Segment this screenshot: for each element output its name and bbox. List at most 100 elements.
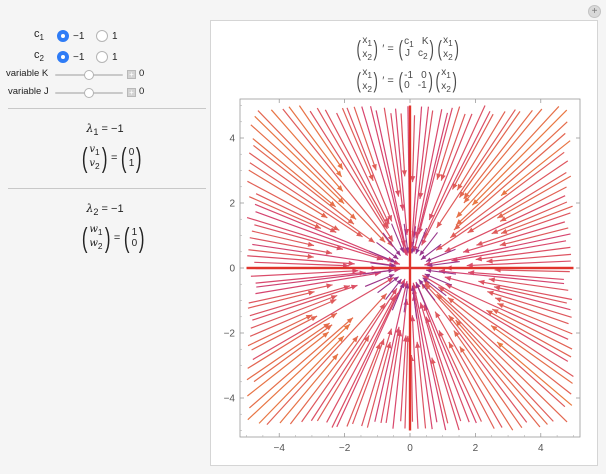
streamline-arrowhead	[347, 218, 354, 225]
streamline	[491, 308, 573, 350]
c1-option-minus1[interactable]: −1	[57, 28, 84, 44]
streamline	[412, 282, 447, 431]
slider-thumb[interactable]	[84, 88, 94, 98]
streamline-arrowhead	[325, 249, 333, 255]
streamline	[362, 269, 394, 275]
plus-icon[interactable]: +	[127, 70, 136, 79]
streamline	[247, 314, 313, 347]
streamline	[411, 315, 419, 429]
c1-control: c1 −1 1	[0, 28, 210, 44]
streamline-arrowhead	[379, 338, 385, 346]
streamline-arrowhead	[325, 324, 333, 331]
streamline	[419, 302, 460, 431]
streamline	[438, 330, 482, 422]
c1-option-1[interactable]: 1	[96, 28, 118, 44]
c2-option-minus1[interactable]: −1	[57, 49, 84, 65]
slider-thumb[interactable]	[84, 70, 94, 80]
streamline	[478, 280, 573, 301]
streamline	[412, 287, 438, 423]
streamline	[251, 315, 318, 351]
streamline-arrowhead	[350, 284, 358, 290]
streamline-arrowhead	[491, 228, 499, 234]
x-tick-label: −2	[339, 443, 351, 454]
y-tick-label: −2	[224, 329, 236, 340]
streamline-arrowhead	[332, 353, 338, 361]
streamline	[467, 171, 567, 234]
streamline-arrowhead	[395, 190, 401, 197]
streamline	[434, 311, 503, 428]
streamline	[309, 110, 394, 242]
x-tick-label: 4	[538, 443, 544, 454]
streamline	[247, 255, 355, 265]
streamline-arrowhead	[314, 223, 321, 229]
streamline-arrowhead	[478, 279, 485, 285]
streamline-arrowhead	[490, 325, 498, 332]
streamline-arrowhead	[387, 328, 393, 336]
eigenvalue-2: λ2 = −1	[86, 202, 124, 218]
streamline	[426, 269, 457, 275]
streamline-arrowhead	[459, 191, 466, 198]
radio-unselected-icon[interactable]	[96, 30, 108, 42]
streamline	[424, 283, 554, 422]
variable-j-slider[interactable]	[55, 88, 123, 98]
streamline-arrowhead	[430, 357, 436, 365]
streamline	[500, 205, 573, 234]
c1-option-minus1-label: −1	[73, 30, 85, 42]
streamline-arrowhead	[388, 268, 394, 274]
streamline	[444, 276, 571, 311]
streamline-arrowhead	[308, 290, 315, 296]
streamline-arrowhead	[379, 236, 386, 243]
streamline-arrowhead	[395, 250, 401, 256]
streamline	[490, 325, 573, 384]
streamline	[255, 271, 366, 284]
streamline-arrowhead	[425, 316, 431, 324]
streamline	[248, 317, 354, 409]
streamline	[361, 328, 393, 427]
streamline	[380, 326, 400, 424]
streamline-arrowhead	[335, 170, 342, 177]
streamline-arrowhead	[468, 270, 475, 276]
c1-option-1-label: 1	[112, 30, 118, 42]
radio-unselected-icon[interactable]	[96, 51, 108, 63]
streamline-arrowhead	[396, 330, 403, 337]
streamline	[400, 113, 406, 177]
streamline-arrowhead	[410, 315, 416, 322]
streamline	[486, 309, 572, 358]
streamline	[463, 108, 543, 204]
streamline-arrowhead	[422, 277, 429, 283]
streamline	[249, 196, 322, 230]
streamline	[316, 335, 370, 422]
streamline	[251, 230, 315, 247]
streamline	[361, 106, 407, 256]
streamline	[252, 138, 337, 208]
c2-option-1-label: 1	[112, 51, 118, 63]
streamline	[253, 144, 355, 225]
streamline	[266, 293, 388, 426]
streamline	[462, 221, 566, 253]
streamline-arrowhead	[329, 227, 337, 233]
streamline-arrowhead	[415, 282, 421, 289]
streamline	[253, 324, 333, 383]
plus-icon[interactable]: +	[127, 88, 136, 97]
streamline	[324, 109, 390, 229]
options-icon[interactable]: +	[588, 5, 601, 18]
variable-j-value: 0	[139, 86, 145, 97]
streamline-arrowhead	[337, 197, 345, 204]
c2-option-1[interactable]: 1	[96, 49, 118, 65]
streamline	[436, 106, 461, 180]
streamline-arrowhead	[435, 311, 441, 319]
radio-selected-icon[interactable]	[57, 30, 69, 42]
streamline-arrowhead	[475, 256, 482, 262]
streamline	[310, 287, 398, 422]
streamline	[418, 107, 453, 235]
radio-selected-icon[interactable]	[57, 51, 69, 63]
variable-k-slider[interactable]	[55, 70, 123, 80]
streamline	[466, 260, 571, 267]
streamline	[428, 113, 473, 221]
streamline	[410, 106, 423, 248]
streamline-arrowhead	[363, 335, 370, 342]
streamline-arrowhead	[322, 332, 329, 338]
